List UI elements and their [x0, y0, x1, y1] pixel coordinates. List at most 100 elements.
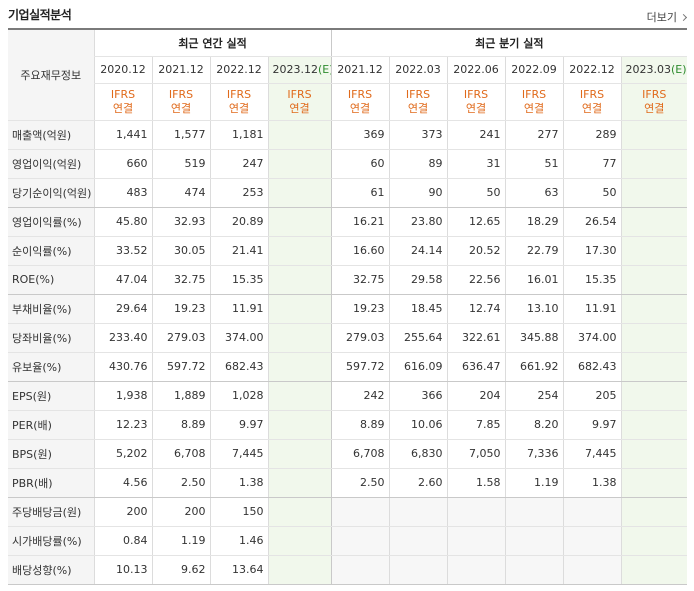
annual-value-cell: 1,441	[93, 120, 152, 150]
quarterly-value-cell	[446, 526, 506, 556]
quarterly-value-cell: 17.30	[562, 236, 622, 266]
annual-value-cell: 1.46	[209, 526, 268, 556]
quarterly-standard-header: IFRS 연결	[388, 83, 448, 121]
quarterly-value-cell	[388, 497, 448, 527]
annual-value-cell: 1,028	[209, 381, 268, 411]
annual-value-cell	[267, 265, 332, 295]
quarterly-value-cell	[620, 323, 688, 353]
table-row: 영업이익(억원) 660 519 247 60 89 31 51 77	[8, 149, 688, 179]
quarterly-value-cell	[330, 526, 390, 556]
quarterly-value-cell: 77	[562, 149, 622, 179]
annual-value-cell: 15.35	[209, 265, 268, 295]
quarterly-value-cell: 8.89	[330, 410, 390, 440]
annual-value-cell: 483	[93, 178, 152, 208]
accounting-standard-label: IFRS	[463, 87, 489, 101]
consolidation-label: 연결	[289, 101, 310, 115]
quarterly-standard-header: IFRS 연결	[330, 83, 390, 121]
quarterly-value-cell: 6,708	[330, 439, 390, 469]
quarterly-value-cell: 50	[446, 178, 506, 208]
quarterly-value-cell: 661.92	[504, 352, 564, 382]
annual-value-cell: 5,202	[93, 439, 152, 469]
quarterly-value-cell: 29.58	[388, 265, 448, 295]
table-row: 주당배당금(원) 200 200 150	[8, 497, 688, 527]
annual-value-cell: 597.72	[151, 352, 210, 382]
quarterly-value-cell: 682.43	[562, 352, 622, 382]
table-row: EPS(원) 1,938 1,889 1,028 242 366 204 254 205	[8, 381, 688, 411]
annual-value-cell: 7,445	[209, 439, 268, 469]
quarterly-value-cell: 19.23	[330, 294, 390, 324]
quarterly-standard-header: IFRS 연결	[562, 83, 622, 121]
quarterly-value-cell: 12.74	[446, 294, 506, 324]
annual-value-cell: 0.84	[93, 526, 152, 556]
estimate-marker: (E)	[318, 63, 331, 76]
row-label: 당좌비율(%)	[8, 323, 94, 353]
quarterly-period-header: 2022.12	[562, 56, 622, 84]
accounting-standard-label: IFRS	[405, 87, 431, 101]
quarterly-value-cell: 13.10	[504, 294, 564, 324]
quarterly-value-cell	[620, 149, 688, 179]
quarterly-value-cell: 22.79	[504, 236, 564, 266]
section-header: 기업실적분석 더보기	[0, 0, 694, 28]
more-link[interactable]: 더보기	[647, 9, 688, 25]
quarterly-value-cell	[620, 526, 688, 556]
annual-value-cell	[267, 207, 332, 237]
quarterly-standard-header: IFRS 연결	[504, 83, 564, 121]
annual-value-cell: 11.91	[209, 294, 268, 324]
quarterly-value-cell	[620, 294, 688, 324]
consolidation-label: 연결	[465, 101, 487, 115]
row-label: PER(배)	[8, 410, 94, 440]
table-row: ROE(%) 47.04 32.75 15.35 32.75 29.58 22.56 16.0…	[8, 265, 688, 295]
row-label: BPS(원)	[8, 439, 94, 469]
quarterly-value-cell	[620, 381, 688, 411]
annual-standard-header: IFRS 연결	[93, 83, 152, 121]
annual-value-cell	[267, 120, 332, 150]
quarterly-value-cell	[620, 555, 688, 585]
quarterly-value-cell: 32.75	[330, 265, 390, 295]
table-row: 매출액(억원) 1,441 1,577 1,181 369 373 241 277 289	[8, 120, 688, 150]
annual-value-cell: 279.03	[151, 323, 210, 353]
annual-value-cell: 1,577	[151, 120, 210, 150]
quarterly-value-cell: 345.88	[504, 323, 564, 353]
quarterly-value-cell: 636.47	[446, 352, 506, 382]
quarterly-value-cell: 255.64	[388, 323, 448, 353]
quarterly-value-cell: 18.29	[504, 207, 564, 237]
quarterly-value-cell: 60	[330, 149, 390, 179]
annual-value-cell	[267, 468, 332, 498]
annual-value-cell: 682.43	[209, 352, 268, 382]
row-header-label: 주요재무정보	[8, 28, 94, 121]
annual-value-cell: 2.50	[151, 468, 210, 498]
quarterly-value-cell: 7,336	[504, 439, 564, 469]
quarterly-value-cell	[620, 120, 688, 150]
quarterly-period-header: 2021.12	[330, 56, 390, 84]
row-label: EPS(원)	[8, 381, 94, 411]
annual-value-cell: 13.64	[209, 555, 268, 585]
annual-value-cell	[267, 381, 332, 411]
quarterly-value-cell: 15.35	[562, 265, 622, 295]
quarterly-value-cell	[620, 207, 688, 237]
table-row: 유보율(%) 430.76 597.72 682.43 597.72 616.09 636.…	[8, 352, 688, 382]
row-label: 순이익률(%)	[8, 236, 94, 266]
consolidation-label: 연결	[523, 101, 545, 115]
row-label: 영업이익(억원)	[8, 149, 94, 179]
quarterly-value-cell: 9.97	[562, 410, 622, 440]
quarterly-value-cell: 369	[330, 120, 390, 150]
annual-value-cell: 1.19	[151, 526, 210, 556]
annual-value-cell: 32.75	[151, 265, 210, 295]
accounting-standard-label: IFRS	[168, 87, 194, 101]
annual-value-cell: 150	[209, 497, 268, 527]
row-label: 매출액(억원)	[8, 120, 94, 150]
financial-summary-table: 주요재무정보 최근 연간 실적 최근 분기 실적 2020.12 2021.12 2…	[8, 28, 688, 585]
quarterly-value-cell: 241	[446, 120, 506, 150]
quarterly-value-cell	[620, 439, 688, 469]
quarterly-value-cell	[620, 497, 688, 527]
annual-standard-header: IFRS 연결	[267, 83, 332, 121]
quarterly-value-cell: 24.14	[388, 236, 448, 266]
section-title: 기업실적분석	[8, 8, 72, 22]
annual-value-cell: 200	[151, 497, 210, 527]
quarterly-period-header: 2022.03	[388, 56, 448, 84]
quarterly-value-cell: 205	[562, 381, 622, 411]
table-row: 부채비율(%) 29.64 19.23 11.91 19.23 18.45 12.74 13.…	[8, 294, 688, 324]
accounting-standard-label: IFRS	[287, 87, 312, 101]
annual-value-cell: 247	[209, 149, 268, 179]
quarterly-value-cell	[388, 526, 448, 556]
